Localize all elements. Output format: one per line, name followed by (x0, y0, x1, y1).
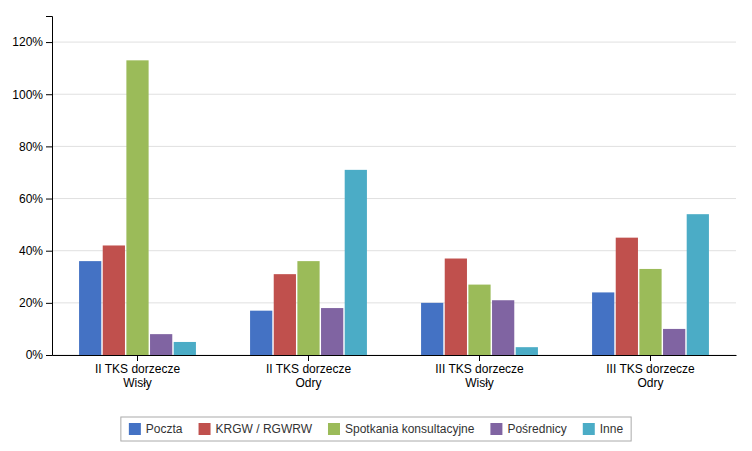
y-tick-label: 80% (19, 140, 43, 154)
x-tick-mark (308, 355, 309, 361)
x-tick-label-line: Wisły (123, 376, 152, 390)
legend-swatch (129, 423, 141, 435)
x-tick-label-line: Wisły (465, 376, 494, 390)
x-tick-label-line: III TKS dorzecze (606, 362, 695, 376)
legend-item: Spotkania konsultacyjne (328, 422, 475, 436)
bar (663, 329, 685, 355)
legend: Poczta KRGW / RGWRW Spotkania konsultacyjn… (121, 417, 631, 441)
bar (492, 300, 514, 355)
bar (639, 269, 661, 355)
y-tick-mark (46, 94, 52, 95)
x-tick-mark (650, 355, 651, 361)
y-tick-mark (46, 355, 52, 356)
legend-label: Inne (600, 422, 624, 436)
y-tick: 60% (19, 192, 52, 206)
y-axis: 0% 20% 40% 60% 80% 100% 120% (12, 17, 52, 363)
y-tick-mark (46, 251, 52, 252)
x-tick-label-line: Odry (637, 376, 663, 390)
x-tick: II TKS dorzeczeOdry (266, 355, 351, 390)
bar-series (150, 300, 685, 355)
x-tick-label-line: II TKS dorzecze (95, 362, 180, 376)
legend-swatch (328, 423, 340, 435)
bar-series (174, 170, 709, 355)
legend-label: Pośrednicy (507, 422, 566, 436)
bar (445, 259, 467, 355)
grid-line (52, 42, 736, 43)
bar-series (103, 238, 638, 355)
legend-label: KRGW / RGWRW (216, 422, 313, 436)
bar (174, 342, 196, 355)
y-tick-label: 0% (26, 348, 44, 362)
x-tick-label-line: Odry (295, 376, 321, 390)
bar-series (126, 60, 661, 355)
bar (79, 261, 101, 355)
x-tick-label: III TKS dorzeczeOdry (606, 362, 695, 390)
x-tick-label: III TKS dorzeczeWisły (435, 362, 524, 390)
x-tick: III TKS dorzeczeWisły (435, 355, 524, 390)
grid-line (52, 146, 736, 147)
legend-item: Poczta (129, 422, 183, 436)
x-tick-mark (479, 355, 480, 361)
bar (150, 334, 172, 355)
x-tick-mark (137, 355, 138, 361)
y-tick: 20% (19, 296, 52, 310)
y-tick: 120% (12, 35, 52, 49)
bar (250, 311, 272, 355)
y-tick: 80% (19, 140, 52, 154)
x-axis: II TKS dorzeczeWisłyII TKS dorzeczeOdryI… (53, 355, 737, 390)
bar (592, 292, 614, 355)
x-tick-label: II TKS dorzeczeWisły (95, 362, 180, 390)
legend-label: Spotkania konsultacyjne (345, 422, 475, 436)
bar (126, 60, 148, 355)
legend-item: Inne (583, 422, 624, 436)
y-tick-label: 40% (19, 244, 43, 258)
y-tick: 100% (12, 88, 52, 102)
bar (468, 285, 490, 355)
legend-frame (121, 417, 631, 441)
x-axis-line (53, 355, 737, 356)
bar (345, 170, 367, 355)
grid-line (52, 198, 736, 199)
x-tick-label-line: III TKS dorzecze (435, 362, 524, 376)
bars (79, 60, 709, 355)
grid-line (52, 94, 736, 95)
bar (516, 347, 538, 355)
legend-label: Poczta (146, 422, 183, 436)
bar (321, 308, 343, 355)
legend-item: Pośrednicy (490, 422, 566, 436)
y-tick-mark (46, 42, 52, 43)
y-tick-mark (46, 146, 52, 147)
bar (616, 238, 638, 355)
bar (687, 214, 709, 355)
x-tick-label: II TKS dorzeczeOdry (266, 362, 351, 390)
y-axis-line (46, 17, 53, 356)
y-tick: 0% (26, 348, 52, 362)
chart: 0%20%40%60%80%100%120%II TKS dorzeczeWis… (0, 0, 752, 451)
bar (274, 274, 296, 355)
legend-swatch (490, 423, 502, 435)
y-tick-label: 60% (19, 192, 43, 206)
x-tick: III TKS dorzeczeOdry (606, 355, 695, 390)
y-tick-mark (46, 199, 52, 200)
bar (297, 261, 319, 355)
grid (52, 42, 736, 355)
y-tick-label: 20% (19, 296, 43, 310)
y-tick: 40% (19, 244, 52, 258)
bar (421, 303, 443, 355)
x-tick: II TKS dorzeczeWisły (95, 355, 180, 390)
legend-swatch (583, 423, 595, 435)
bar (103, 245, 125, 355)
legend-swatch (199, 423, 211, 435)
y-tick-label: 120% (12, 35, 43, 49)
legend-item: KRGW / RGWRW (199, 422, 313, 436)
y-tick-mark (46, 303, 52, 304)
y-tick-label: 100% (12, 88, 43, 102)
x-tick-label-line: II TKS dorzecze (266, 362, 351, 376)
